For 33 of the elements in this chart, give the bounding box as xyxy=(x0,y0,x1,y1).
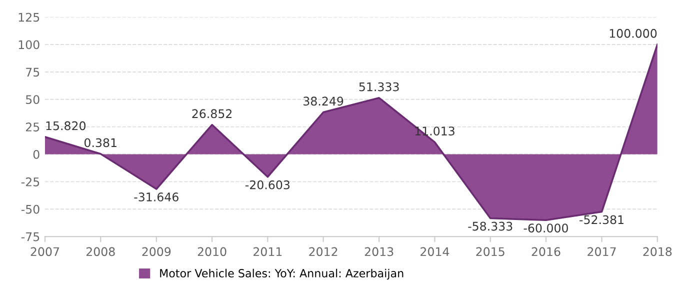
data-label: -60.000 xyxy=(524,224,568,233)
data-label: -58.333 xyxy=(468,222,512,231)
y-tick-label: 125 xyxy=(18,12,40,22)
y-tick-label: 25 xyxy=(26,122,40,132)
x-tick-label: 2015 xyxy=(476,247,504,256)
data-label: 26.852 xyxy=(192,109,232,118)
x-tick-label: 2016 xyxy=(532,247,560,256)
y-tick-label: 75 xyxy=(26,68,40,77)
y-tick-label: 0 xyxy=(33,150,40,159)
x-tick-label: 2011 xyxy=(254,247,282,256)
y-tick-label: -25 xyxy=(21,177,40,186)
x-tick-label: 2010 xyxy=(198,247,226,256)
x-tick-label: 2008 xyxy=(86,247,115,256)
data-label: 0.381 xyxy=(84,138,116,148)
y-tick-label: 100 xyxy=(18,40,40,50)
data-label: -20.603 xyxy=(245,180,290,190)
data-label: -52.381 xyxy=(580,215,624,224)
x-tick-label: 2007 xyxy=(30,247,59,256)
data-label: 100.000 xyxy=(610,28,657,38)
x-tick-label: 2018 xyxy=(643,247,672,256)
data-label: 38.249 xyxy=(304,96,344,106)
data-label: 15.820 xyxy=(46,121,86,130)
legend-label: Motor Vehicle Sales: YoY: Annual: Azerbaijan xyxy=(160,268,404,280)
y-tick-label: 50 xyxy=(26,95,40,104)
data-label: 51.333 xyxy=(359,82,399,92)
x-tick-label: 2009 xyxy=(142,247,171,256)
y-tick-label: -75 xyxy=(21,232,40,242)
data-label: -31.646 xyxy=(134,192,178,202)
x-tick-label: 2014 xyxy=(420,247,450,256)
y-tick-label: -50 xyxy=(21,204,40,214)
x-tick-label: 2017 xyxy=(588,247,616,256)
x-tick-label: 2013 xyxy=(364,247,394,256)
x-tick-label: 2012 xyxy=(309,247,338,256)
